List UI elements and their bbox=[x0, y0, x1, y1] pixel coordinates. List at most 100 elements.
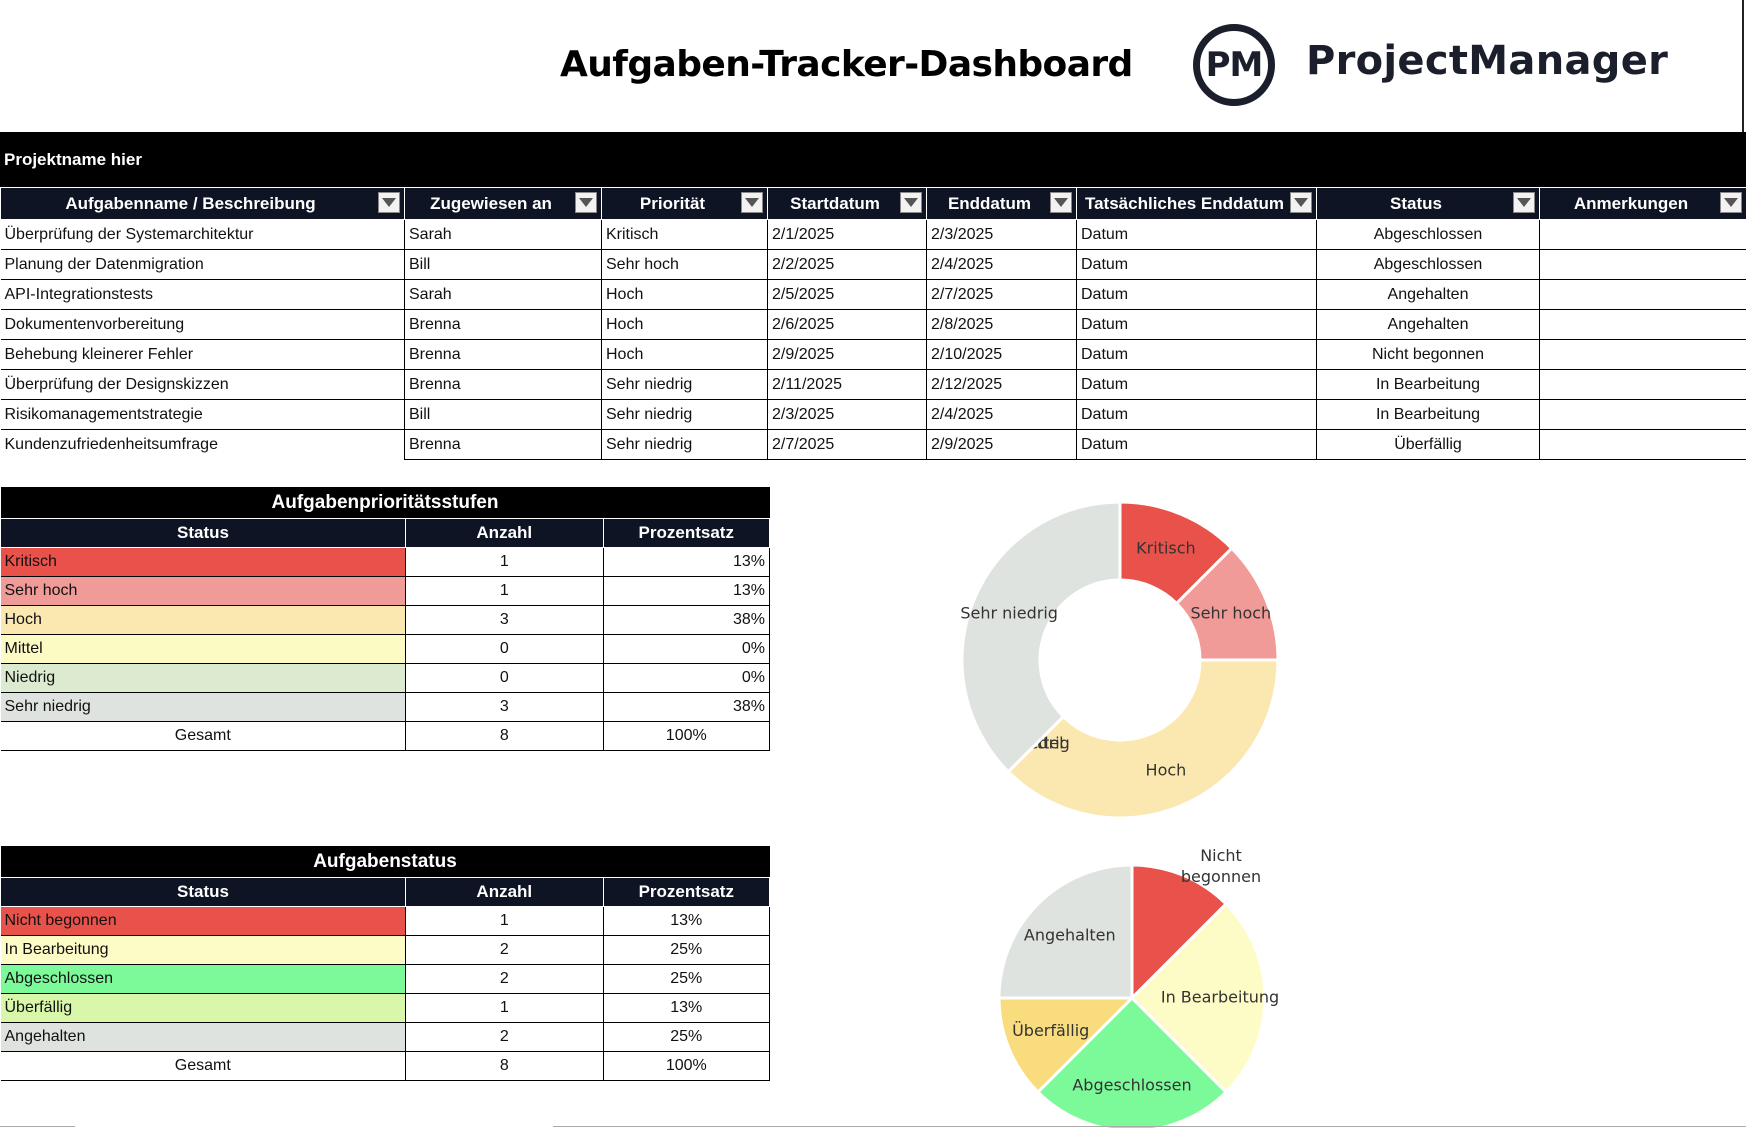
start-date-cell[interactable]: 2/6/2025 bbox=[767, 309, 927, 340]
status-col-percent: Prozentsatz bbox=[602, 877, 771, 907]
col-header-status: Status bbox=[1316, 187, 1540, 220]
status-cell[interactable]: Abgeschlossen bbox=[1316, 249, 1540, 280]
assignee-cell[interactable]: Brenna bbox=[404, 339, 602, 370]
summary-count-cell: 1 bbox=[405, 576, 604, 606]
notes-cell[interactable] bbox=[1539, 309, 1746, 340]
priority-cell[interactable]: Kritisch bbox=[601, 219, 768, 250]
filter-dropdown-icon[interactable] bbox=[900, 192, 922, 213]
pie-slice[interactable] bbox=[997, 996, 1136, 1095]
task-name-cell[interactable]: Risikomanagementstrategie bbox=[0, 399, 405, 430]
end-date-cell[interactable]: 2/10/2025 bbox=[926, 339, 1077, 370]
assignee-cell[interactable]: Bill bbox=[404, 249, 602, 280]
filter-dropdown-icon[interactable] bbox=[1513, 192, 1535, 213]
summary-percent-cell: 38% bbox=[602, 605, 771, 635]
start-date-cell[interactable]: 2/1/2025 bbox=[767, 219, 927, 250]
start-date-cell[interactable]: 2/5/2025 bbox=[767, 279, 927, 310]
assignee-cell[interactable]: Brenna bbox=[404, 429, 602, 460]
filter-dropdown-icon[interactable] bbox=[575, 192, 597, 213]
end-date-cell[interactable]: 2/4/2025 bbox=[926, 399, 1077, 430]
notes-cell[interactable] bbox=[1539, 219, 1746, 250]
task-name-cell[interactable]: Dokumentenvorbereitung bbox=[0, 309, 405, 340]
actual-end-cell[interactable]: Datum bbox=[1076, 369, 1317, 400]
summary-percent-cell: 0% bbox=[602, 663, 771, 693]
total-row: Gesamt 8 100% bbox=[0, 1051, 771, 1081]
notes-cell[interactable] bbox=[1539, 279, 1746, 310]
table-row: Überprüfung der Designskizzen Brenna Sehr … bbox=[0, 369, 1746, 400]
summary-percent-cell: 25% bbox=[602, 964, 771, 994]
start-date-cell[interactable]: 2/9/2025 bbox=[767, 339, 927, 370]
actual-end-cell[interactable]: Datum bbox=[1076, 249, 1317, 280]
project-name[interactable]: Projektname hier bbox=[0, 132, 1746, 187]
filter-dropdown-icon[interactable] bbox=[1050, 192, 1072, 213]
filter-dropdown-icon[interactable] bbox=[741, 192, 763, 213]
notes-cell[interactable] bbox=[1539, 369, 1746, 400]
priority-cell[interactable]: Hoch bbox=[601, 279, 768, 310]
priority-cell[interactable]: Hoch bbox=[601, 309, 768, 340]
assignee-cell[interactable]: Brenna bbox=[404, 369, 602, 400]
status-table-caption: Aufgabenstatus bbox=[0, 846, 770, 878]
start-date-cell[interactable]: 2/7/2025 bbox=[767, 429, 927, 460]
task-name-cell[interactable]: Überprüfung der Designskizzen bbox=[0, 369, 405, 400]
status-cell[interactable]: Angehalten bbox=[1316, 279, 1540, 310]
actual-end-cell[interactable]: Datum bbox=[1076, 279, 1317, 310]
actual-end-cell[interactable]: Datum bbox=[1076, 219, 1317, 250]
task-name-cell[interactable]: Behebung kleinerer Fehler bbox=[0, 339, 405, 370]
start-date-cell[interactable]: 2/3/2025 bbox=[767, 399, 927, 430]
notes-cell[interactable] bbox=[1539, 249, 1746, 280]
assignee-cell[interactable]: Brenna bbox=[404, 309, 602, 340]
status-cell[interactable]: Nicht begonnen bbox=[1316, 339, 1540, 370]
summary-percent-cell: 13% bbox=[602, 906, 771, 936]
status-cell[interactable]: Abgeschlossen bbox=[1316, 219, 1540, 250]
priority-cell[interactable]: Sehr niedrig bbox=[601, 429, 768, 460]
end-date-cell[interactable]: 2/3/2025 bbox=[926, 219, 1077, 250]
priority-cell[interactable]: Sehr niedrig bbox=[601, 369, 768, 400]
pie-slice[interactable] bbox=[1006, 658, 1280, 820]
pie-slice[interactable] bbox=[960, 500, 1122, 774]
status-cell[interactable]: Angehalten bbox=[1316, 309, 1540, 340]
assignee-cell[interactable]: Bill bbox=[404, 399, 602, 430]
table-row: Behebung kleinerer Fehler Brenna Hoch 2/9/2… bbox=[0, 339, 1746, 370]
summary-count-cell: 2 bbox=[405, 935, 604, 965]
end-date-cell[interactable]: 2/4/2025 bbox=[926, 249, 1077, 280]
task-name-cell[interactable]: Kundenzufriedenheitsumfrage bbox=[0, 429, 405, 460]
actual-end-cell[interactable]: Datum bbox=[1076, 429, 1317, 460]
task-name-cell[interactable]: Überprüfung der Systemarchitektur bbox=[0, 219, 405, 250]
total-label-cell: Gesamt bbox=[0, 721, 407, 751]
priority-col-percent: Prozentsatz bbox=[602, 518, 771, 548]
pie-slice[interactable] bbox=[1129, 901, 1267, 1095]
col-header-notes: Anmerkungen bbox=[1539, 187, 1746, 220]
pie-slice[interactable] bbox=[1035, 995, 1229, 1128]
task-name-cell[interactable]: Planung der Datenmigration bbox=[0, 249, 405, 280]
status-cell[interactable]: In Bearbeitung bbox=[1316, 369, 1540, 400]
filter-dropdown-icon[interactable] bbox=[1720, 192, 1742, 213]
notes-cell[interactable] bbox=[1539, 399, 1746, 430]
filter-dropdown-icon[interactable] bbox=[378, 192, 400, 213]
actual-end-cell[interactable]: Datum bbox=[1076, 339, 1317, 370]
start-date-cell[interactable]: 2/2/2025 bbox=[767, 249, 927, 280]
status-cell[interactable]: Überfällig bbox=[1316, 429, 1540, 460]
end-date-cell[interactable]: 2/7/2025 bbox=[926, 279, 1077, 310]
priority-cell[interactable]: Hoch bbox=[601, 339, 768, 370]
notes-cell[interactable] bbox=[1539, 429, 1746, 460]
actual-end-cell[interactable]: Datum bbox=[1076, 309, 1317, 340]
assignee-cell[interactable]: Sarah bbox=[404, 219, 602, 250]
start-date-cell[interactable]: 2/11/2025 bbox=[767, 369, 927, 400]
task-name-cell[interactable]: API-Integrationstests bbox=[0, 279, 405, 310]
filter-dropdown-icon[interactable] bbox=[1290, 192, 1312, 213]
pie-slice[interactable] bbox=[1130, 863, 1229, 1002]
priority-cell[interactable]: Sehr niedrig bbox=[601, 399, 768, 430]
status-pie-chart[interactable]: Nicht begonnen In Bearbeitung Abgeschlossen… bbox=[960, 820, 1290, 1128]
sheet-edge bbox=[1742, 0, 1744, 132]
end-date-cell[interactable]: 2/9/2025 bbox=[926, 429, 1077, 460]
table-row: Überfällig 1 13% bbox=[0, 993, 771, 1023]
status-cell[interactable]: In Bearbeitung bbox=[1316, 399, 1540, 430]
notes-cell[interactable] bbox=[1539, 339, 1746, 370]
pie-slice[interactable] bbox=[997, 863, 1134, 1000]
end-date-cell[interactable]: 2/8/2025 bbox=[926, 309, 1077, 340]
actual-end-cell[interactable]: Datum bbox=[1076, 399, 1317, 430]
priority-cell[interactable]: Sehr hoch bbox=[601, 249, 768, 280]
footer-line bbox=[0, 1126, 75, 1127]
end-date-cell[interactable]: 2/12/2025 bbox=[926, 369, 1077, 400]
assignee-cell[interactable]: Sarah bbox=[404, 279, 602, 310]
